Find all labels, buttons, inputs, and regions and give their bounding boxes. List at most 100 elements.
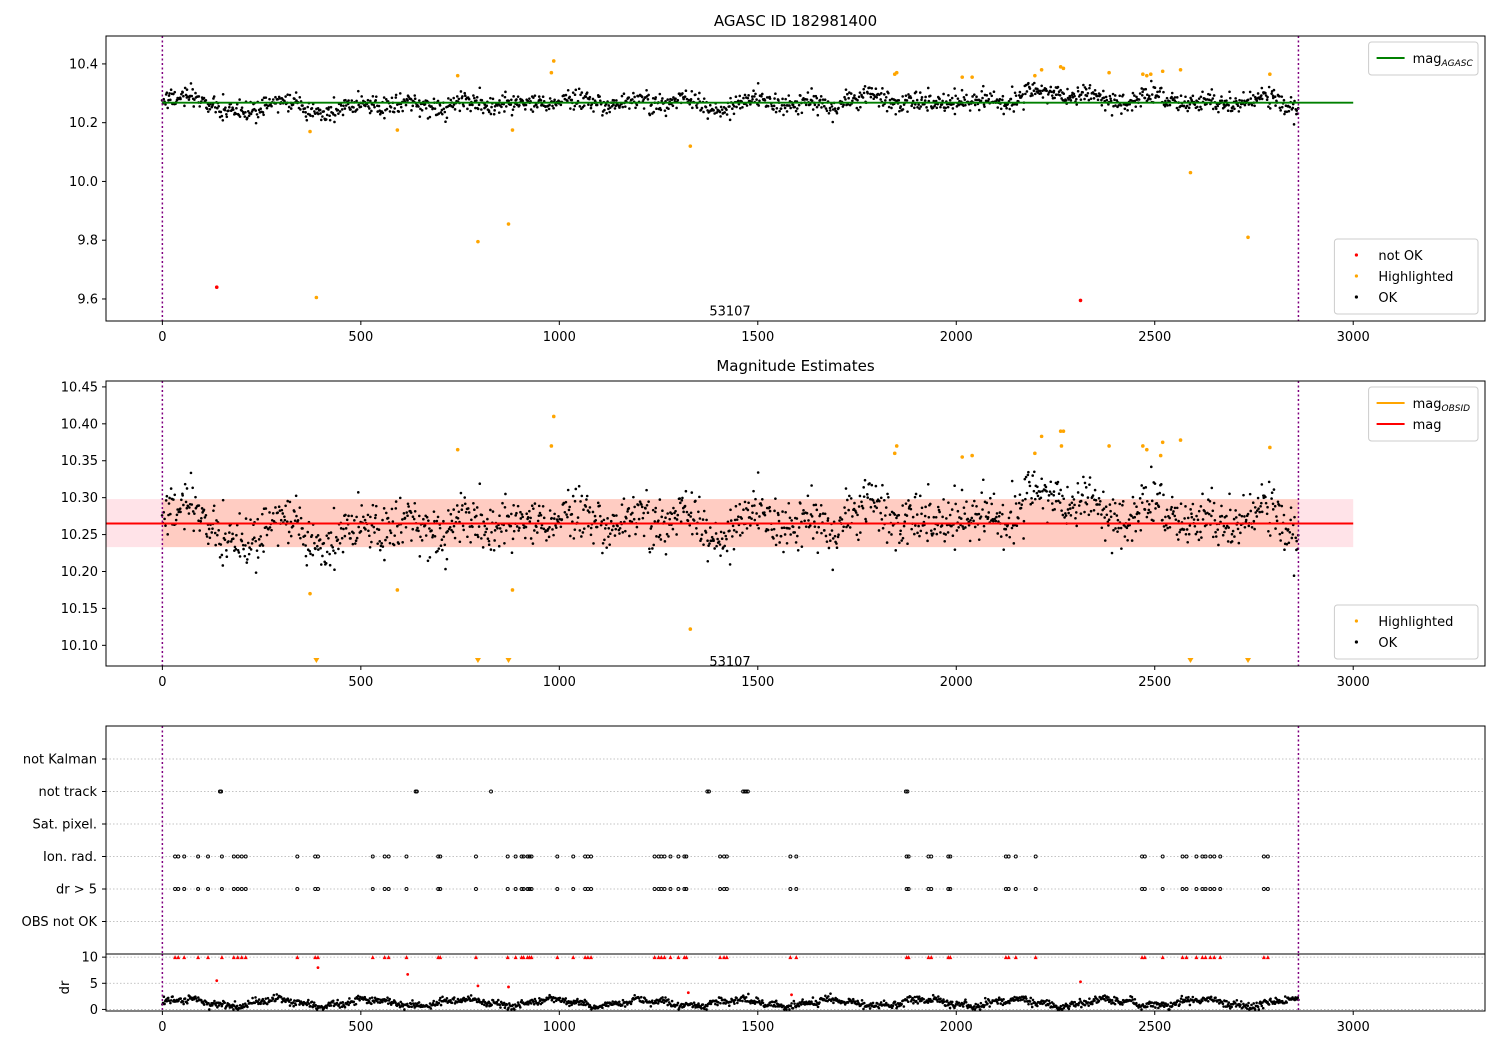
ok-point (370, 523, 374, 527)
ok-point (813, 525, 817, 528)
ok-point (1249, 509, 1253, 513)
dr-ok-point (1091, 1002, 1094, 1006)
flag-marker (173, 887, 178, 891)
dr-ok-point (496, 998, 500, 1002)
dr-ok-point (656, 1002, 660, 1005)
ok-point (1102, 89, 1105, 93)
ok-point (473, 96, 476, 100)
ok-point (1005, 533, 1008, 537)
ok-point (1089, 97, 1093, 100)
ok-point (846, 524, 850, 527)
ok-point (411, 515, 415, 519)
ok-point (262, 550, 265, 553)
ok-point (413, 97, 417, 101)
ok-point (925, 106, 928, 109)
dr-ok-point (214, 1003, 218, 1007)
ok-point (1244, 518, 1248, 522)
ok-point (264, 507, 268, 510)
ok-point (1031, 474, 1035, 477)
dr-ok-point (1008, 1001, 1011, 1005)
ok-point (1197, 509, 1201, 513)
flag-marker (794, 887, 799, 891)
ok-point (729, 519, 733, 522)
ok-point (521, 515, 525, 519)
ok-point (352, 531, 355, 535)
ok-point (1105, 98, 1109, 102)
ok-point (539, 513, 543, 517)
ok-point (909, 507, 913, 511)
ok-point (808, 524, 812, 527)
ok-point (1286, 528, 1290, 531)
ok-point (284, 504, 287, 508)
ok-point (1200, 107, 1203, 111)
ok-point (328, 552, 331, 556)
ok-point (368, 534, 371, 538)
ok-point (1072, 498, 1076, 501)
ok-point (646, 97, 650, 101)
ok-point (1278, 106, 1282, 110)
flag-marker (474, 854, 478, 859)
ok-point (1046, 499, 1050, 502)
flag-marker (235, 887, 240, 891)
ok-point (1270, 491, 1274, 495)
ok-point (354, 539, 358, 543)
dr-ok-point (246, 1005, 249, 1009)
ok-point (625, 516, 628, 520)
ok-point (471, 525, 474, 529)
ok-point (942, 92, 945, 96)
ok-point (953, 548, 957, 551)
ok-point (493, 529, 497, 532)
ok-point (512, 105, 516, 108)
ok-point (931, 532, 935, 535)
ok-point (913, 106, 916, 110)
dr-ok-point (890, 1006, 894, 1010)
ok-point (1031, 94, 1034, 97)
ok-point (877, 529, 881, 532)
ok-point (551, 104, 554, 108)
ok-point (948, 513, 952, 517)
ok-point (347, 514, 350, 518)
ok-point (620, 503, 624, 506)
ok-point (1086, 91, 1090, 95)
ok-point (1162, 525, 1166, 528)
ok-point (1282, 513, 1286, 517)
ok-point (683, 95, 687, 98)
ok-point (1033, 497, 1037, 501)
dr-ok-point (884, 1001, 888, 1005)
ok-point (899, 529, 902, 533)
dr-clipped-marker (438, 955, 443, 960)
ok-point (796, 107, 799, 110)
dr-ok-point (431, 1002, 435, 1005)
obsid-annotation: 53107 (709, 655, 750, 670)
ok-point (1188, 103, 1192, 106)
dr-clipped-marker (243, 955, 248, 960)
ok-point (325, 534, 329, 537)
ok-point (1137, 519, 1140, 523)
dr-clipped-marker (182, 955, 187, 960)
ok-point (1001, 94, 1005, 98)
ok-point (1164, 99, 1167, 103)
ok-point (925, 531, 928, 535)
dr-ok-point (1201, 999, 1204, 1003)
ok-point (668, 517, 672, 521)
ok-point (1195, 514, 1198, 518)
dr-ok-point (186, 998, 190, 1002)
dr-ok-point (709, 1002, 713, 1006)
dr-ok-point (948, 1003, 951, 1006)
ok-point (848, 494, 851, 498)
highlighted-out-of-range-marker (1187, 658, 1194, 663)
ok-point (1049, 85, 1053, 89)
dr-ok-point (851, 997, 855, 1001)
ok-point (1121, 93, 1125, 97)
ok-point (587, 103, 590, 106)
dr-ok-point (1115, 997, 1119, 1001)
highlighted-out-of-range-marker (1245, 658, 1252, 663)
ok-point (942, 498, 945, 501)
ok-point (642, 511, 645, 515)
ok-point (521, 99, 525, 103)
ok-point (823, 529, 826, 532)
ok-point (1083, 510, 1086, 514)
ok-point (487, 543, 491, 546)
ok-point (231, 537, 235, 540)
ok-point (788, 527, 791, 530)
